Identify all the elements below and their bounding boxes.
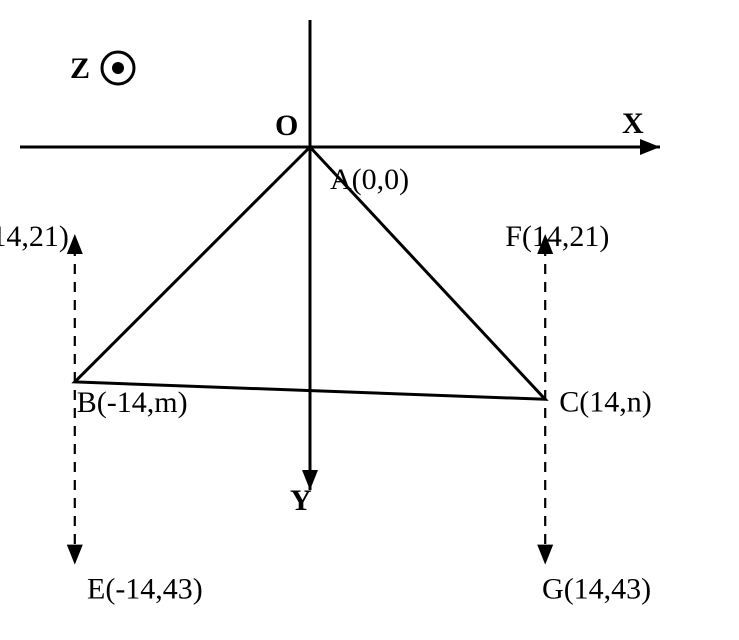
- arrow-head: [67, 545, 83, 565]
- point-label-c: C(14,n): [559, 385, 652, 418]
- arrow-head: [67, 234, 83, 254]
- origin-label: O: [275, 109, 298, 142]
- point-label-g: G(14,43): [542, 573, 651, 606]
- point-label-a: A(0,0): [330, 163, 409, 196]
- y-axis-label: Y: [290, 484, 312, 517]
- z-axis-label: Z: [70, 52, 90, 85]
- arrow-head: [640, 139, 660, 155]
- point-label-d: D(-14,21): [0, 220, 69, 253]
- point-label-f: F(14,21): [505, 220, 609, 253]
- point-label-b: B(-14,m): [77, 386, 188, 419]
- point-label-e: E(-14,43): [87, 573, 203, 606]
- z-out-of-page-dot: [112, 62, 124, 74]
- x-axis-label: X: [622, 107, 644, 140]
- arrow-head: [537, 545, 553, 565]
